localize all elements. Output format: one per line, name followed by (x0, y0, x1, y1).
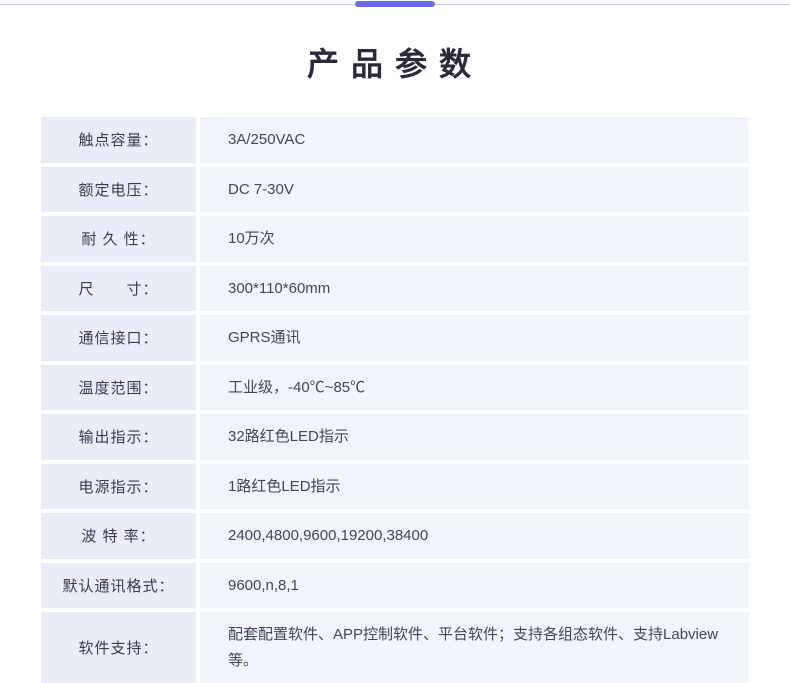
spec-value: 300*110*60mm (200, 266, 749, 312)
spec-value: 3A/250VAC (200, 117, 749, 163)
spec-value: 10万次 (200, 216, 749, 262)
table-row: 输出指示： 32路红色LED指示 (41, 414, 749, 460)
table-row: 温度范围： 工业级，-40℃~85℃ (41, 365, 749, 411)
spec-value: 配套配置软件、APP控制软件、平台软件；支持各组态软件、支持Labview等。 (200, 612, 749, 683)
spec-label: 输出指示： (41, 414, 196, 460)
spec-value: 32路红色LED指示 (200, 414, 749, 460)
spec-label: 温度范围： (41, 365, 196, 411)
top-divider (0, 4, 790, 5)
spec-value: 1路红色LED指示 (200, 464, 749, 510)
table-row: 软件支持： 配套配置软件、APP控制软件、平台软件；支持各组态软件、支持Labv… (41, 612, 749, 683)
table-row: 电源指示： 1路红色LED指示 (41, 464, 749, 510)
spec-value: GPRS通讯 (200, 315, 749, 361)
spec-value: DC 7-30V (200, 167, 749, 213)
table-row: 耐 久 性： 10万次 (41, 216, 749, 262)
table-row: 波 特 率： 2400,4800,9600,19200,38400 (41, 513, 749, 559)
spec-table: 触点容量： 3A/250VAC 额定电压： DC 7-30V 耐 久 性： 10… (41, 117, 749, 683)
table-row: 尺 寸： 300*110*60mm (41, 266, 749, 312)
spec-label: 耐 久 性： (41, 216, 196, 262)
table-row: 通信接口： GPRS通讯 (41, 315, 749, 361)
spec-label: 波 特 率： (41, 513, 196, 559)
spec-label: 电源指示： (41, 464, 196, 510)
table-row: 触点容量： 3A/250VAC (41, 117, 749, 163)
spec-value: 9600,n,8,1 (200, 563, 749, 609)
divider-accent (355, 1, 435, 7)
spec-label: 尺 寸： (41, 266, 196, 312)
spec-label: 通信接口： (41, 315, 196, 361)
table-row: 额定电压： DC 7-30V (41, 167, 749, 213)
page-title: 产品参数 (0, 39, 790, 85)
spec-value: 工业级，-40℃~85℃ (200, 365, 749, 411)
spec-value: 2400,4800,9600,19200,38400 (200, 513, 749, 559)
spec-label: 额定电压： (41, 167, 196, 213)
spec-label: 触点容量： (41, 117, 196, 163)
table-row: 默认通讯格式： 9600,n,8,1 (41, 563, 749, 609)
spec-label: 软件支持： (41, 612, 196, 683)
spec-label: 默认通讯格式： (41, 563, 196, 609)
